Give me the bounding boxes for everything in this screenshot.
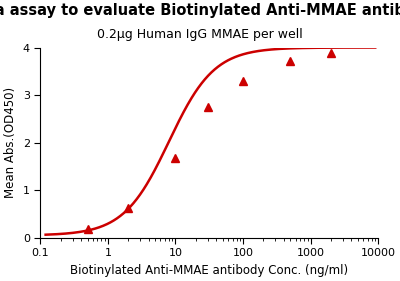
Text: Elisa assay to evaluate Biotinylated Anti-MMAE antibody: Elisa assay to evaluate Biotinylated Ant… <box>0 3 400 18</box>
X-axis label: Biotinylated Anti-MMAE antibody Conc. (ng/ml): Biotinylated Anti-MMAE antibody Conc. (n… <box>70 264 348 277</box>
Text: 0.2μg Human IgG MMAE per well: 0.2μg Human IgG MMAE per well <box>97 28 303 41</box>
Y-axis label: Mean Abs.(OD450): Mean Abs.(OD450) <box>4 87 17 198</box>
